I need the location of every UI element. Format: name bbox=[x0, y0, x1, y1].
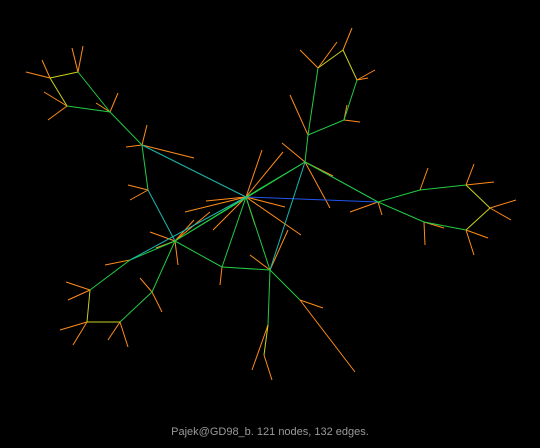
leaf-edge bbox=[104, 259, 131, 266]
graph-edge bbox=[141, 144, 247, 198]
graph-edge bbox=[245, 196, 271, 271]
leaf-edge bbox=[423, 221, 426, 246]
graph-edge bbox=[49, 77, 68, 107]
leaf-edge bbox=[174, 240, 179, 266]
leaf-edge bbox=[419, 167, 429, 191]
graph-edge bbox=[419, 184, 467, 191]
leaf-edge bbox=[205, 196, 247, 202]
graph-edge bbox=[221, 196, 247, 268]
leaf-edge bbox=[299, 49, 319, 69]
leaf-edge bbox=[465, 163, 475, 186]
leaf-edge bbox=[129, 189, 149, 201]
graph-edge bbox=[129, 196, 247, 261]
leaf-edge bbox=[125, 144, 143, 148]
leaf-edge bbox=[141, 124, 148, 146]
leaf-edge bbox=[245, 149, 263, 198]
leaf-edge bbox=[72, 321, 88, 346]
graph-caption: Pajek@GD98_b. 121 nodes, 132 edges. bbox=[171, 426, 369, 438]
leaf-edge bbox=[245, 196, 302, 236]
network-graph bbox=[25, 27, 517, 381]
graph-edge bbox=[342, 49, 358, 81]
graph-edge bbox=[49, 71, 79, 79]
graph-edge bbox=[307, 119, 345, 136]
leaf-edge bbox=[149, 231, 176, 242]
leaf-edge bbox=[465, 181, 495, 186]
leaf-edge bbox=[489, 199, 517, 209]
graph-edge bbox=[377, 201, 425, 223]
leaf-edge bbox=[251, 324, 269, 371]
graph-edge bbox=[147, 189, 176, 242]
graph-edge bbox=[66, 105, 111, 113]
leaf-edge bbox=[59, 321, 88, 331]
graph-edge bbox=[77, 71, 111, 113]
leaf-edge bbox=[47, 105, 68, 121]
leaf-edge bbox=[71, 47, 79, 73]
leaf-edge bbox=[489, 207, 512, 221]
leaf-edge bbox=[184, 196, 247, 213]
graph-edge bbox=[423, 221, 467, 231]
graph-edge bbox=[174, 240, 223, 268]
graph-edge bbox=[267, 269, 271, 326]
leaf-edge bbox=[343, 119, 361, 123]
graph-edge bbox=[86, 289, 91, 323]
graph-edge bbox=[245, 196, 379, 203]
leaf-edge bbox=[43, 91, 68, 107]
graph-edge bbox=[129, 240, 176, 261]
leaf-edge bbox=[139, 277, 153, 293]
leaf-edge bbox=[349, 201, 379, 213]
leaf-edge bbox=[107, 321, 121, 341]
leaf-edge bbox=[25, 71, 51, 79]
graph-edge bbox=[109, 111, 143, 146]
graph-edge bbox=[119, 291, 153, 323]
graph-edge bbox=[151, 240, 176, 293]
graph-edge bbox=[343, 79, 358, 121]
graph-edge bbox=[317, 49, 344, 69]
leaf-edge bbox=[377, 201, 383, 216]
leaf-edge bbox=[219, 266, 223, 286]
graph-edge bbox=[269, 161, 306, 271]
leaf-edge bbox=[317, 41, 338, 69]
leaf-edge bbox=[127, 184, 149, 191]
leaf-edge bbox=[212, 196, 247, 231]
leaf-edge bbox=[141, 144, 195, 159]
leaf-edge bbox=[245, 196, 286, 208]
graph-edge bbox=[465, 207, 491, 231]
leaf-edge bbox=[356, 69, 376, 81]
leaf-edge bbox=[65, 281, 91, 291]
graph-edge bbox=[174, 161, 306, 242]
leaf-edge bbox=[289, 94, 309, 136]
leaf-edge bbox=[95, 102, 111, 113]
leaf-edge bbox=[299, 299, 324, 309]
graph-edge bbox=[377, 189, 421, 203]
leaf-edge bbox=[356, 77, 369, 81]
leaf-edge bbox=[151, 291, 163, 313]
graph-edge bbox=[141, 144, 149, 191]
leaf-edge bbox=[109, 92, 119, 113]
graph-edge bbox=[465, 184, 491, 209]
leaf-edge bbox=[281, 142, 306, 163]
graph-edge bbox=[263, 324, 269, 356]
leaf-edge bbox=[299, 299, 356, 373]
leaf-edge bbox=[263, 354, 273, 381]
graph-edge bbox=[89, 259, 131, 291]
leaf-edge bbox=[249, 254, 271, 271]
leaf-edge bbox=[465, 229, 475, 256]
graph-edge bbox=[221, 266, 271, 271]
graph-edge bbox=[304, 161, 379, 203]
leaf-edge bbox=[245, 151, 284, 198]
graph-edge bbox=[269, 269, 301, 301]
leaf-edge bbox=[119, 321, 129, 348]
leaf-edge bbox=[41, 59, 51, 79]
leaf-edge bbox=[77, 45, 84, 73]
leaf-edge bbox=[67, 289, 91, 301]
leaf-edge bbox=[342, 27, 353, 51]
leaf-edge bbox=[465, 229, 489, 239]
graph-edge bbox=[304, 134, 309, 163]
leaf-edge bbox=[269, 229, 289, 271]
graph-edge bbox=[307, 67, 319, 136]
